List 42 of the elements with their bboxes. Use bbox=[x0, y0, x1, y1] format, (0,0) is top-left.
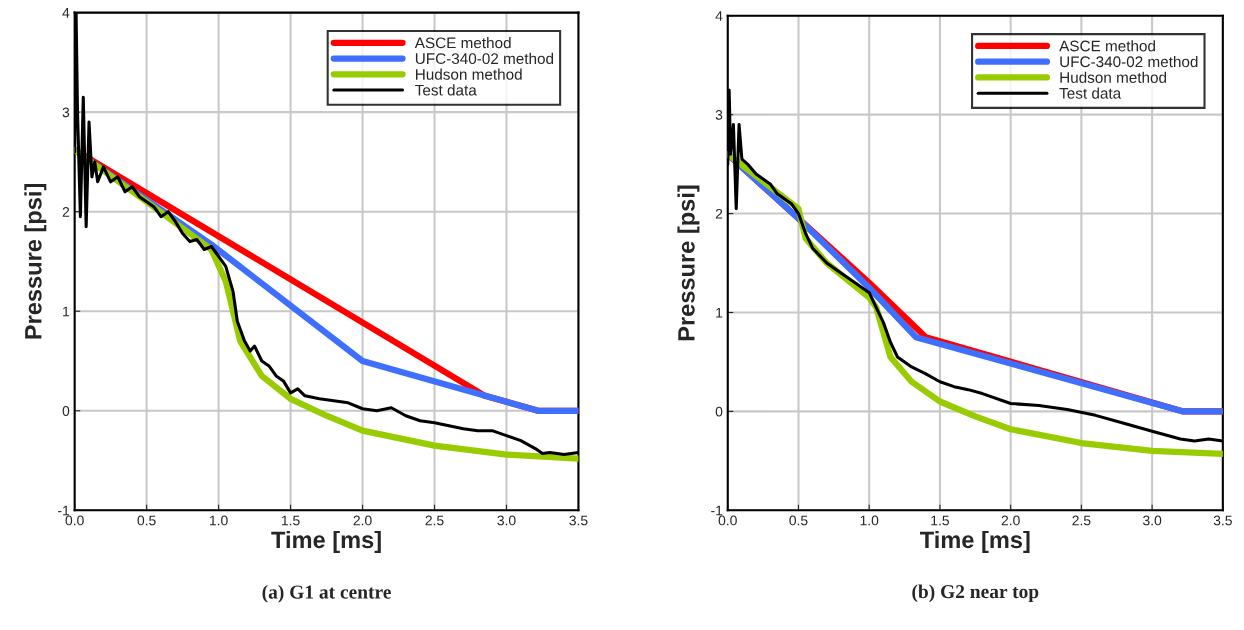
x-tick-label: 0.5 bbox=[137, 515, 156, 526]
y-tick-label: -1 bbox=[58, 505, 70, 516]
x-tick-label: 1.5 bbox=[281, 515, 300, 526]
legend-label: UFC-340-02 method bbox=[415, 52, 554, 65]
x-axis-title: Time [ms] bbox=[920, 530, 1030, 553]
x-tick-label: 2.0 bbox=[1001, 515, 1020, 526]
y-tick-label: 2 bbox=[715, 208, 723, 219]
y-tick-label: 0 bbox=[715, 406, 723, 417]
x-tick-label: 0.0 bbox=[718, 515, 737, 526]
y-tick-label: 4 bbox=[62, 8, 70, 18]
legend-label: Test data bbox=[415, 84, 477, 96]
x-tick-label: 3.0 bbox=[1143, 515, 1162, 526]
legend-label: ASCE method bbox=[414, 37, 511, 49]
legend-label: Hudson method bbox=[416, 68, 522, 80]
x-tick-label: 3.5 bbox=[1213, 515, 1232, 526]
y-tick-label: 2 bbox=[62, 207, 70, 217]
x-tick-label: 1.5 bbox=[931, 515, 949, 526]
y-tick-label: 0 bbox=[62, 406, 70, 416]
x-tick-label: 3.5 bbox=[569, 515, 588, 526]
x-tick-label: 2.5 bbox=[425, 515, 444, 526]
x-tick-label: 1.0 bbox=[860, 515, 879, 526]
y-tick-label: -1 bbox=[711, 505, 723, 516]
y-axis-title: Pressure [psi] bbox=[24, 184, 47, 339]
x-axis-title: Time [ms] bbox=[271, 530, 381, 553]
y-tick-label: 3 bbox=[715, 109, 723, 120]
legend-label: Test data bbox=[1059, 87, 1122, 99]
x-tick-label: 0.0 bbox=[65, 515, 84, 526]
y-tick-label: 1 bbox=[63, 306, 70, 317]
y-tick-label: 3 bbox=[62, 107, 70, 118]
legend-label: Hudson method bbox=[1060, 71, 1167, 83]
x-tick-label: 2.0 bbox=[353, 515, 372, 526]
text: (a) G1 at centre bbox=[262, 584, 391, 603]
x-tick-label: 2.5 bbox=[1072, 515, 1091, 526]
x-tick-label: 1.0 bbox=[209, 515, 228, 526]
x-tick-label: 3.0 bbox=[497, 515, 516, 526]
legend-label: ASCE method bbox=[1059, 40, 1155, 52]
text: (b) G2 near top bbox=[912, 584, 1039, 603]
y-axis-title: Pressure [psi] bbox=[677, 185, 700, 341]
y-tick-label: 1 bbox=[716, 307, 723, 318]
legend-label: UFC-340-02 method bbox=[1060, 55, 1198, 68]
y-tick-label: 4 bbox=[715, 11, 723, 21]
x-tick-label: 0.5 bbox=[789, 515, 808, 526]
